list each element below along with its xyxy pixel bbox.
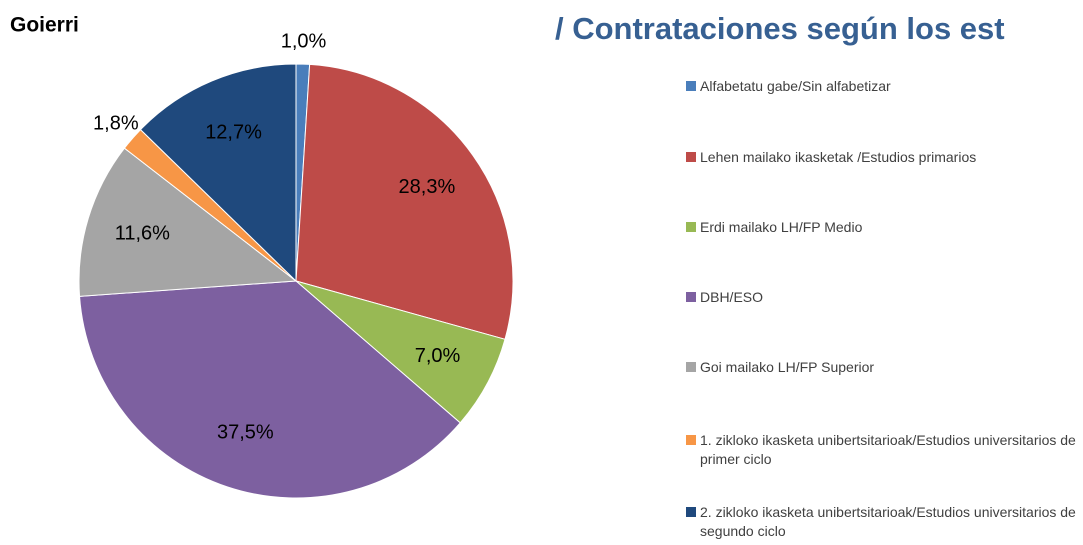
- legend-label: 1. zikloko ikasketa unibertsitarioak/Est…: [700, 432, 1076, 467]
- pie-slice: [139, 63, 297, 283]
- legend-label: Erdi mailako LH/FP Medio: [700, 219, 863, 235]
- legend-swatch: [686, 435, 696, 445]
- legend-item: 1. zikloko ikasketa unibertsitarioak/Est…: [686, 431, 1083, 469]
- data-label: 12,7%: [205, 121, 262, 143]
- data-label: 28,3%: [399, 176, 456, 198]
- legend-item: DBH/ESO: [686, 288, 1083, 307]
- legend-swatch: [686, 362, 696, 372]
- legend-swatch: [686, 152, 696, 162]
- data-label: 1,8%: [93, 113, 139, 135]
- data-label: 1,0%: [281, 31, 327, 53]
- data-label: 37,5%: [217, 422, 274, 444]
- data-label: 11,6%: [115, 223, 170, 245]
- legend-swatch: [686, 292, 696, 302]
- legend-label: Goi mailako LH/FP Superior: [700, 359, 875, 375]
- legend-label: 2. zikloko ikasketa unibertsitarioak/Est…: [700, 504, 1076, 539]
- legend-item: Lehen mailako ikasketak /Estudios primar…: [686, 148, 1083, 167]
- legend-label: Lehen mailako ikasketak /Estudios primar…: [700, 149, 977, 165]
- legend-label: Alfabetatu gabe/Sin alfabetizar: [700, 78, 891, 94]
- legend-swatch: [686, 81, 696, 91]
- pie-slice: [78, 147, 298, 297]
- legend-item: 2. zikloko ikasketa unibertsitarioak/Est…: [686, 503, 1083, 541]
- pie-slice: [79, 280, 461, 499]
- legend-swatch: [686, 222, 696, 232]
- data-label: 7,0%: [415, 345, 461, 367]
- legend-swatch: [686, 507, 696, 517]
- legend-label: DBH/ESO: [700, 289, 764, 305]
- legend-item: Erdi mailako LH/FP Medio: [686, 218, 1083, 237]
- chart-subtitle: / Contrataciones según los est: [555, 11, 1005, 46]
- legend-item: Alfabetatu gabe/Sin alfabetizar: [686, 77, 1083, 96]
- chart-title: Goierri: [10, 14, 79, 37]
- legend-item: Goi mailako LH/FP Superior: [686, 358, 1083, 377]
- pie-slice: [295, 63, 514, 340]
